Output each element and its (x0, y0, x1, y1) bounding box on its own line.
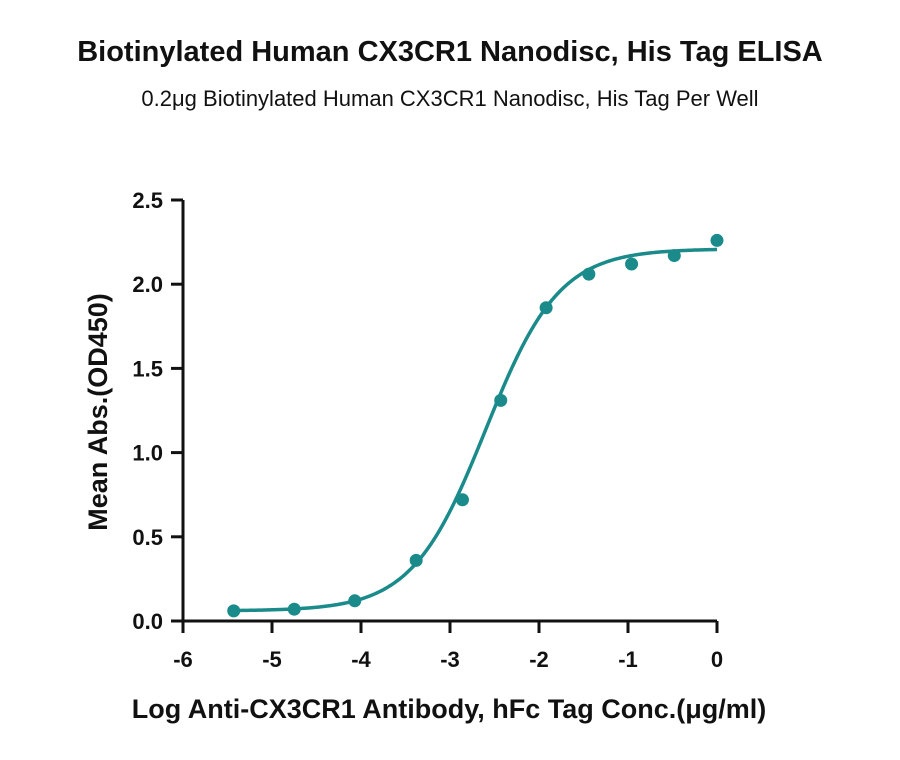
data-point (494, 393, 508, 407)
x-tick-label: -4 (351, 647, 371, 672)
fit-curve (233, 247, 718, 613)
data-point (409, 553, 423, 567)
y-tick-label: 2.5 (132, 188, 163, 213)
data-point (667, 249, 681, 263)
x-tick-label: -1 (618, 647, 638, 672)
x-tick-label: -2 (529, 647, 549, 672)
data-point (287, 602, 301, 616)
y-tick-label: 2.0 (132, 272, 163, 297)
data-point (625, 257, 639, 271)
x-tick-label: -3 (440, 647, 460, 672)
data-point (455, 493, 469, 507)
data-points (227, 233, 724, 618)
data-point (227, 604, 241, 618)
y-tick-label: 1.5 (132, 356, 163, 381)
x-tick-label: 0 (711, 647, 723, 672)
y-axis-label: Mean Abs.(OD450) (83, 293, 113, 531)
y-axis-ticks: 0.0 0.5 1.0 1.5 2.0 2.5 (132, 188, 183, 634)
y-tick-label: 0.0 (132, 609, 163, 634)
x-tick-label: -5 (262, 647, 282, 672)
chart-subtitle: 0.2μg Biotinylated Human CX3CR1 Nanodisc… (141, 86, 759, 111)
chart-title: Biotinylated Human CX3CR1 Nanodisc, His … (77, 36, 823, 68)
y-tick-label: 0.5 (132, 525, 163, 550)
y-tick-label: 1.0 (132, 441, 163, 466)
data-point (539, 301, 553, 315)
data-point (582, 267, 596, 281)
x-tick-label: -6 (173, 647, 193, 672)
x-axis-label: Log Anti-CX3CR1 Antibody, hFc Tag Conc.(… (132, 694, 766, 724)
data-point (348, 594, 362, 608)
data-point (710, 233, 724, 247)
x-axis-ticks: -6 -5 -4 -3 -2 -1 0 (173, 621, 723, 672)
